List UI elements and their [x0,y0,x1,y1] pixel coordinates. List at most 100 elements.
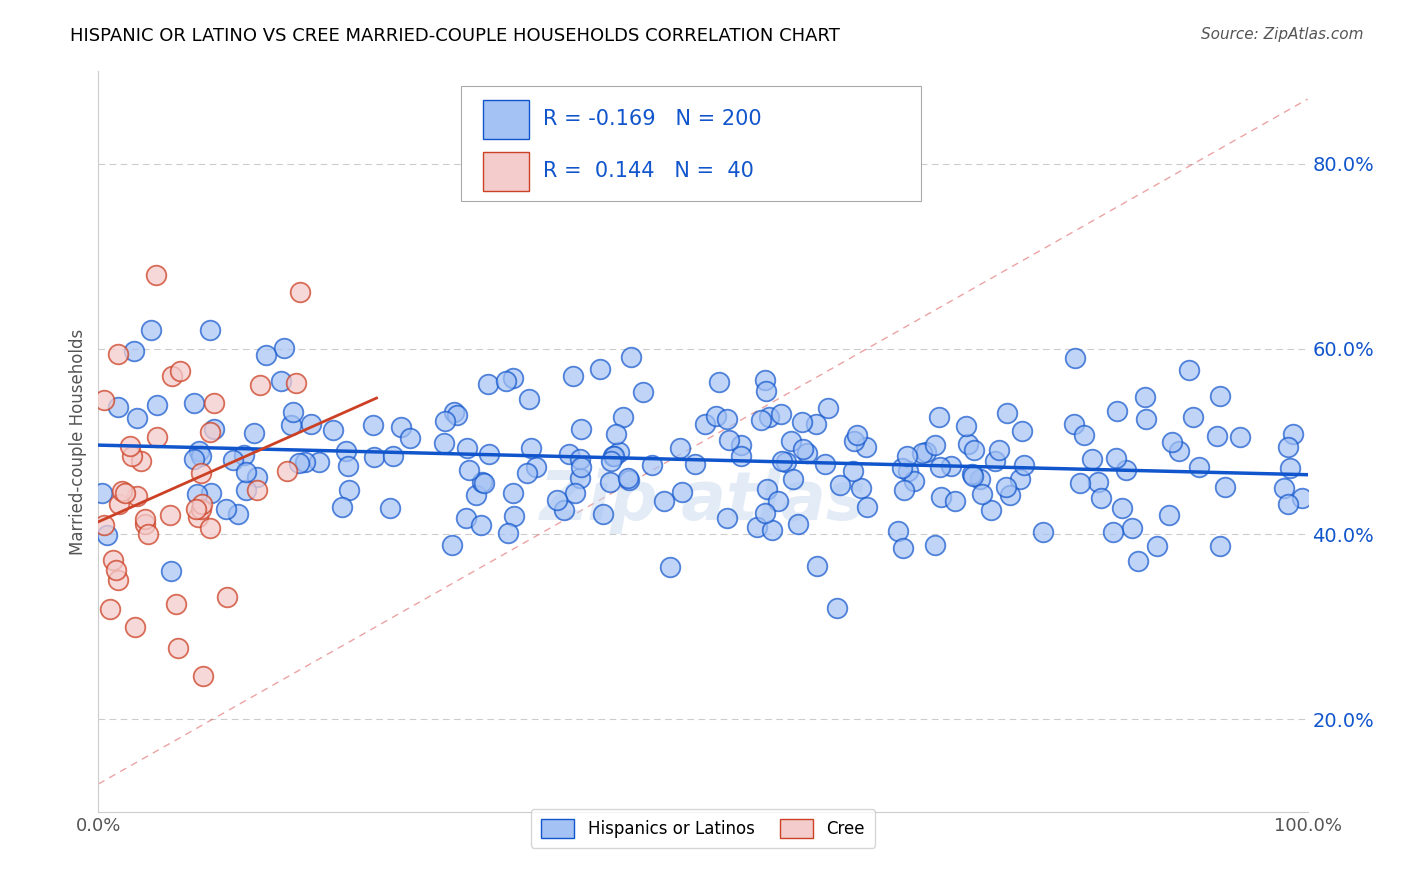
Point [998,488,1021,502]
Point [1178,363,1201,377]
Point [198,521,221,535]
Point [193,669,215,683]
Point [107,400,129,414]
Point [754,373,776,387]
Point [1087,475,1109,489]
Point [768,494,790,508]
Point [1012,458,1035,472]
Point [98,602,121,616]
Point [845,428,868,442]
Point [770,454,793,468]
Point [897,464,920,478]
Point [215,502,238,516]
Point [235,483,257,497]
Point [1182,409,1205,424]
Point [335,444,357,458]
Point [465,487,488,501]
Point [502,486,524,500]
Point [730,438,752,452]
Point [190,502,212,516]
Point [330,500,353,514]
Point [730,449,752,463]
Point [472,475,495,490]
Point [159,508,181,522]
Point [568,451,591,466]
Point [769,407,792,421]
Point [1121,521,1143,535]
Point [363,450,385,464]
Point [568,471,591,485]
Point [517,392,540,406]
Point [165,597,187,611]
Point [120,439,142,453]
Point [322,423,344,437]
Point [1206,429,1229,443]
Point [191,497,214,511]
Point [222,452,245,467]
Point [963,443,986,458]
Point [929,459,952,474]
Point [915,445,938,459]
Point [617,473,640,487]
Point [1209,389,1232,403]
Bar [482,100,529,139]
Point [470,518,492,533]
Point [1064,351,1087,365]
Point [1229,430,1251,444]
Text: HISPANIC OR LATINO VS CREE MARRIED-COUPLE HOUSEHOLDS CORRELATION CHART: HISPANIC OR LATINO VS CREE MARRIED-COUPL… [70,27,841,45]
Point [640,458,662,472]
Point [111,483,134,498]
Point [716,511,738,525]
Point [145,268,167,282]
Point [569,422,592,436]
Point [233,448,256,462]
Point [939,458,962,473]
Point [707,376,730,390]
Point [1069,475,1091,490]
Point [93,518,115,533]
Point [378,500,401,515]
Point [633,385,655,400]
Point [960,467,983,481]
Point [243,426,266,441]
Point [188,444,211,458]
Point [1080,451,1102,466]
Point [792,442,814,456]
Point [893,483,915,497]
Point [398,431,420,445]
Point [162,369,184,384]
Point [775,455,797,469]
Point [433,414,456,428]
Point [276,464,298,478]
Point [1102,525,1125,540]
Point [1135,391,1157,405]
Point [524,459,547,474]
Text: Source: ZipAtlas.com: Source: ZipAtlas.com [1201,27,1364,42]
Point [183,452,205,467]
Point [814,457,837,471]
Point [139,324,162,338]
Point [496,525,519,540]
Point [441,538,464,552]
Point [134,512,156,526]
Point [685,457,707,471]
Point [202,396,225,410]
Point [433,436,456,450]
Point [254,348,277,362]
Point [1277,497,1299,511]
Point [389,420,412,434]
Text: Zip atlas: Zip atlas [540,467,866,533]
Point [190,467,212,481]
Point [716,411,738,425]
Point [718,433,741,447]
FancyBboxPatch shape [461,87,921,201]
Point [284,376,307,390]
Point [122,343,145,358]
Point [361,417,384,432]
Point [557,447,579,461]
Point [125,489,148,503]
Point [599,475,621,490]
Point [186,487,208,501]
Point [495,374,517,388]
Point [943,494,966,508]
